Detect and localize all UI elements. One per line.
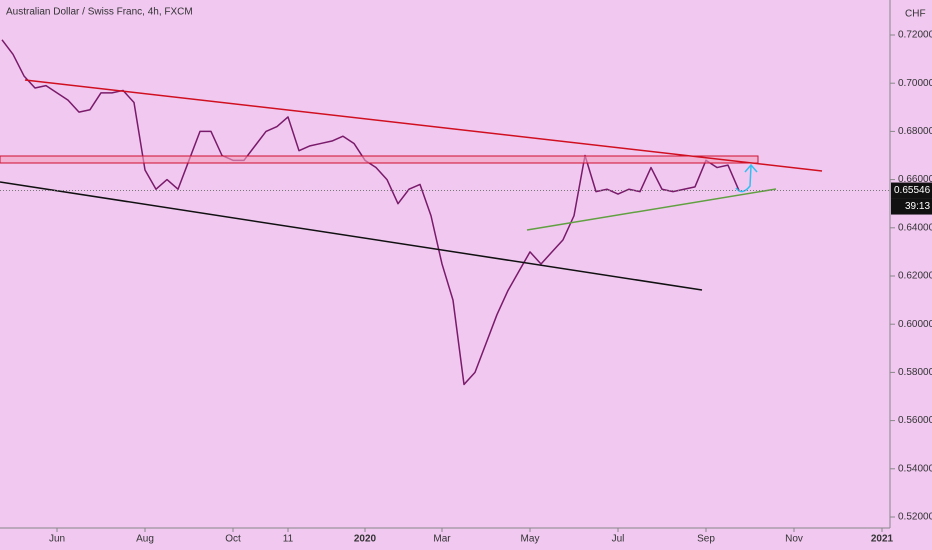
x-tick-label: 2021 — [871, 534, 894, 545]
trend-line-black — [0, 181, 703, 291]
trend-line-green — [526, 188, 777, 231]
plot — [1, 39, 740, 386]
countdown-box — [891, 198, 932, 215]
last-price-label: 0.65546 — [894, 185, 931, 196]
x-tick-label: Aug — [136, 534, 154, 545]
projection-arrow — [735, 163, 758, 193]
y-tick-label: 0.68000 — [898, 126, 932, 137]
countdown-label: 39:13 — [905, 201, 930, 212]
x-tick-label: 11 — [283, 534, 294, 545]
y-tick-label: 0.64000 — [898, 222, 932, 233]
y-tick-label: 0.54000 — [898, 463, 932, 474]
x-tick-label: Jun — [49, 534, 65, 545]
y-tick-label: 0.72000 — [898, 30, 932, 41]
y-tick-label: 0.62000 — [898, 271, 932, 282]
x-tick-label: 2020 — [354, 534, 377, 545]
last-price-box — [891, 182, 932, 199]
x-tick-label: Nov — [785, 534, 803, 545]
price-line — [1, 39, 740, 386]
y-tick-label: 0.56000 — [898, 415, 932, 426]
y-tick-label: 0.52000 — [898, 512, 932, 523]
x-tick-label: May — [521, 534, 540, 545]
x-tick-label: Sep — [697, 534, 715, 545]
y-tick-label: 0.66000 — [898, 174, 932, 185]
resistance-zone — [0, 155, 759, 164]
x-tick-label: Mar — [433, 534, 451, 545]
x-tick-label: Jul — [612, 534, 625, 545]
y-tick-label: 0.70000 — [898, 78, 932, 89]
x-tick-label: Oct — [225, 534, 241, 545]
chart-title: Australian Dollar / Swiss Franc, 4h, FXC… — [6, 7, 193, 18]
currency-label: CHF — [905, 9, 926, 20]
y-tick-label: 0.60000 — [898, 319, 932, 330]
y-tick-label: 0.58000 — [898, 367, 932, 378]
trend-line-red — [24, 79, 823, 172]
